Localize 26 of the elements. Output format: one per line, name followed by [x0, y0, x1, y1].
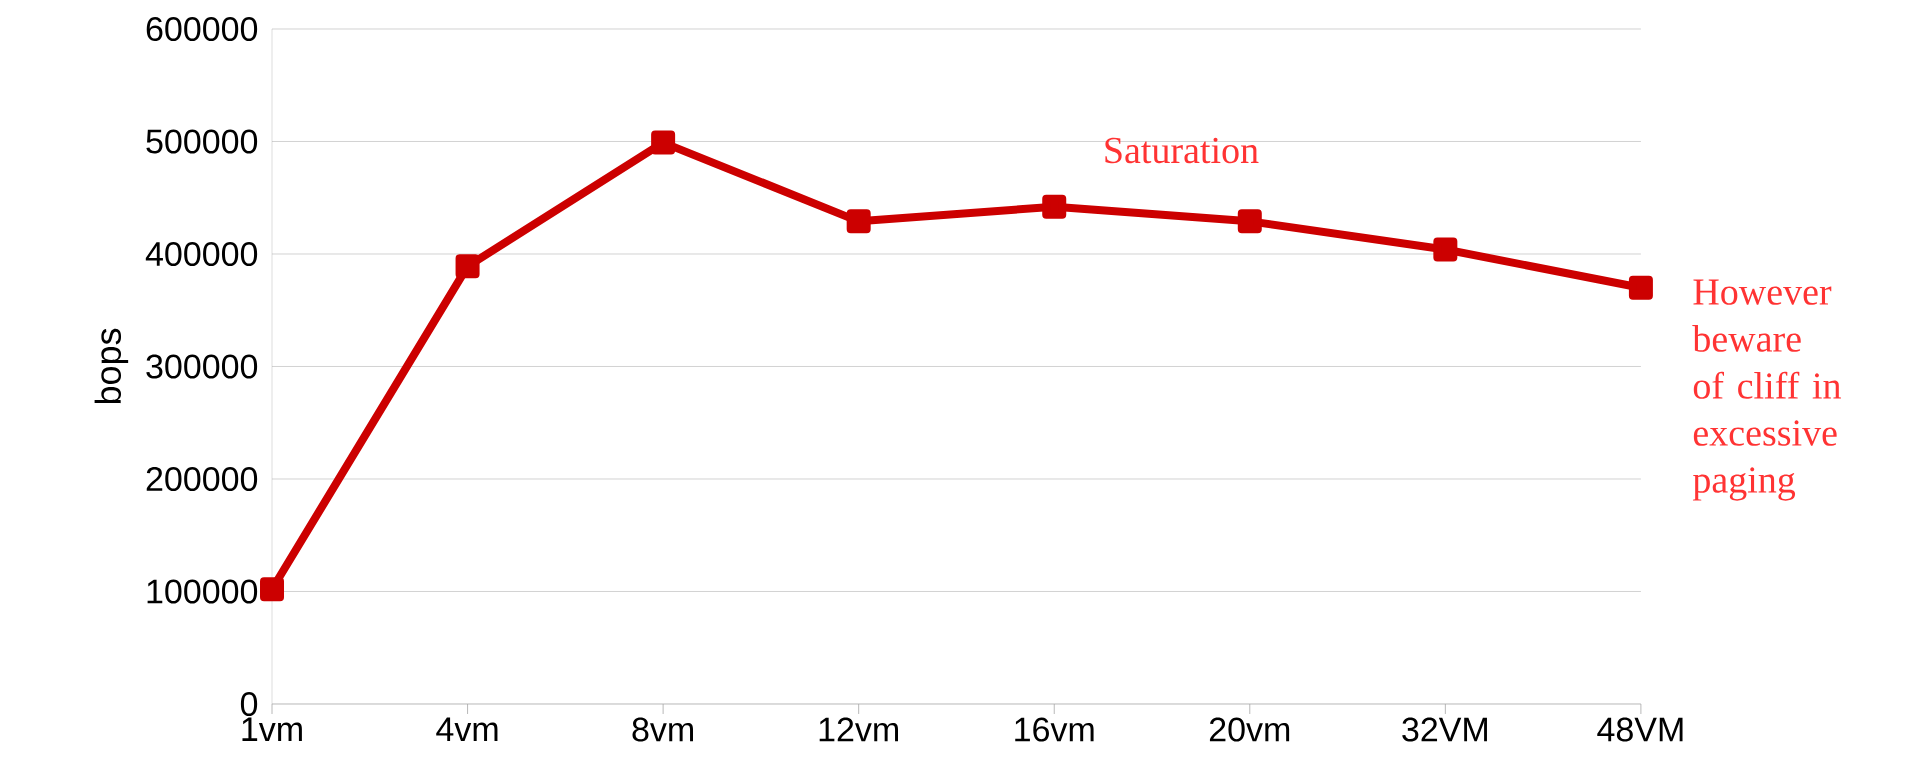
y-tick-label: 500000 — [146, 129, 258, 154]
point — [1628, 275, 1653, 300]
y-tick-label: 0 — [240, 691, 258, 717]
x-tick-label: 48VM — [1597, 717, 1683, 742]
x-tick-label: 32VM — [1402, 717, 1487, 742]
x-tick-label: 16vm — [1015, 717, 1094, 742]
x-tick-label: 20vm — [1209, 717, 1290, 742]
text: However beware of cliff in excessive paging — [1692, 279, 1841, 501]
y-axis-title: bops — [94, 328, 129, 404]
point — [1042, 194, 1067, 219]
point — [260, 577, 285, 602]
annotation: Saturation — [1105, 137, 1259, 164]
point — [1237, 209, 1262, 234]
y-tick-label: 100000 — [147, 579, 258, 604]
x-tick-label: 1vm — [242, 717, 302, 741]
y-tick-label: 400000 — [145, 241, 258, 267]
x-tick-label: 8vm — [632, 717, 693, 742]
y-tick-label: 300000 — [146, 354, 258, 379]
point — [651, 130, 676, 155]
point — [846, 209, 871, 234]
y-tick-label: 200000 — [146, 466, 258, 492]
y-tick-label: 600000 — [146, 16, 258, 42]
x-tick-label: 4vm — [436, 717, 498, 741]
point — [455, 254, 480, 279]
x-tick-label: 12vm — [819, 717, 898, 742]
point — [1433, 237, 1458, 262]
